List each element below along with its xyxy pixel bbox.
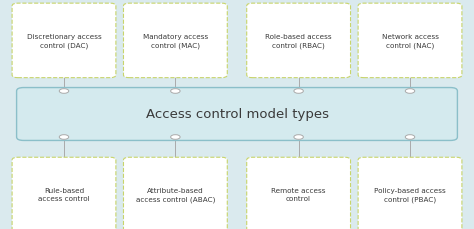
Text: Role-based access
control (RBAC): Role-based access control (RBAC) [265, 34, 332, 49]
Text: Access control model types: Access control model types [146, 108, 328, 121]
FancyBboxPatch shape [17, 88, 457, 141]
FancyBboxPatch shape [358, 4, 462, 78]
Text: Network access
control (NAC): Network access control (NAC) [382, 34, 438, 49]
Text: Rule-based
access control: Rule-based access control [38, 188, 90, 202]
Circle shape [59, 135, 69, 140]
Text: Mandatory access
control (MAC): Mandatory access control (MAC) [143, 34, 208, 49]
FancyBboxPatch shape [12, 158, 116, 229]
Circle shape [171, 89, 180, 94]
Circle shape [405, 135, 415, 140]
FancyBboxPatch shape [12, 4, 116, 78]
Circle shape [405, 89, 415, 94]
FancyBboxPatch shape [246, 158, 350, 229]
Circle shape [59, 89, 69, 94]
Circle shape [294, 135, 303, 140]
Text: Attribute-based
access control (ABAC): Attribute-based access control (ABAC) [136, 187, 215, 202]
FancyBboxPatch shape [246, 4, 350, 78]
Circle shape [294, 89, 303, 94]
FancyBboxPatch shape [123, 4, 227, 78]
FancyBboxPatch shape [358, 158, 462, 229]
FancyBboxPatch shape [123, 158, 227, 229]
Text: Policy-based access
control (PBAC): Policy-based access control (PBAC) [374, 187, 446, 202]
Text: Remote access
control: Remote access control [272, 188, 326, 202]
Text: Discretionary access
control (DAC): Discretionary access control (DAC) [27, 34, 101, 49]
Circle shape [171, 135, 180, 140]
